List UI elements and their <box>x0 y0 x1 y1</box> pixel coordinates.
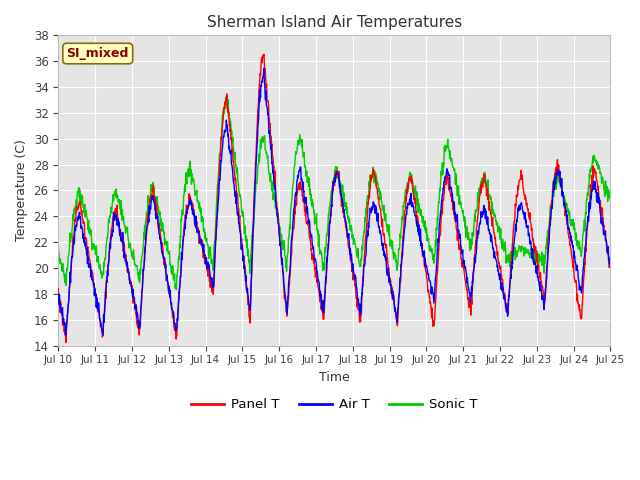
Panel T <box>62 339 70 345</box>
Sonic T <box>421 227 429 233</box>
Title: Sherman Island Air Temperatures: Sherman Island Air Temperatures <box>207 15 462 30</box>
Y-axis label: Temperature (C): Temperature (C) <box>15 140 28 241</box>
Legend: Panel T, Air T, Sonic T: Panel T, Air T, Sonic T <box>186 393 483 417</box>
Air T <box>178 250 186 255</box>
Air T <box>260 65 268 71</box>
Panel T <box>421 264 429 270</box>
Sonic T <box>173 287 180 293</box>
Air T <box>541 288 549 294</box>
Air T <box>54 292 62 298</box>
Sonic T <box>54 242 62 248</box>
Air T <box>421 263 429 269</box>
Panel T <box>239 254 247 260</box>
Air T <box>164 280 172 286</box>
Panel T <box>607 264 614 270</box>
X-axis label: Time: Time <box>319 371 349 384</box>
Sonic T <box>164 239 172 244</box>
Air T <box>239 258 247 264</box>
Sonic T <box>240 216 248 221</box>
Line: Panel T: Panel T <box>58 54 611 342</box>
Text: SI_mixed: SI_mixed <box>67 47 129 60</box>
Air T <box>493 260 500 266</box>
Line: Air T: Air T <box>58 68 611 335</box>
Air T <box>62 332 70 338</box>
Sonic T <box>607 192 614 198</box>
Panel T <box>541 285 549 291</box>
Sonic T <box>223 91 231 96</box>
Air T <box>607 265 614 271</box>
Panel T <box>164 282 172 288</box>
Panel T <box>260 51 268 57</box>
Line: Sonic T: Sonic T <box>58 94 611 290</box>
Panel T <box>54 286 62 291</box>
Sonic T <box>178 218 186 224</box>
Sonic T <box>541 250 549 255</box>
Sonic T <box>493 220 500 226</box>
Panel T <box>178 262 186 267</box>
Panel T <box>493 247 500 253</box>
